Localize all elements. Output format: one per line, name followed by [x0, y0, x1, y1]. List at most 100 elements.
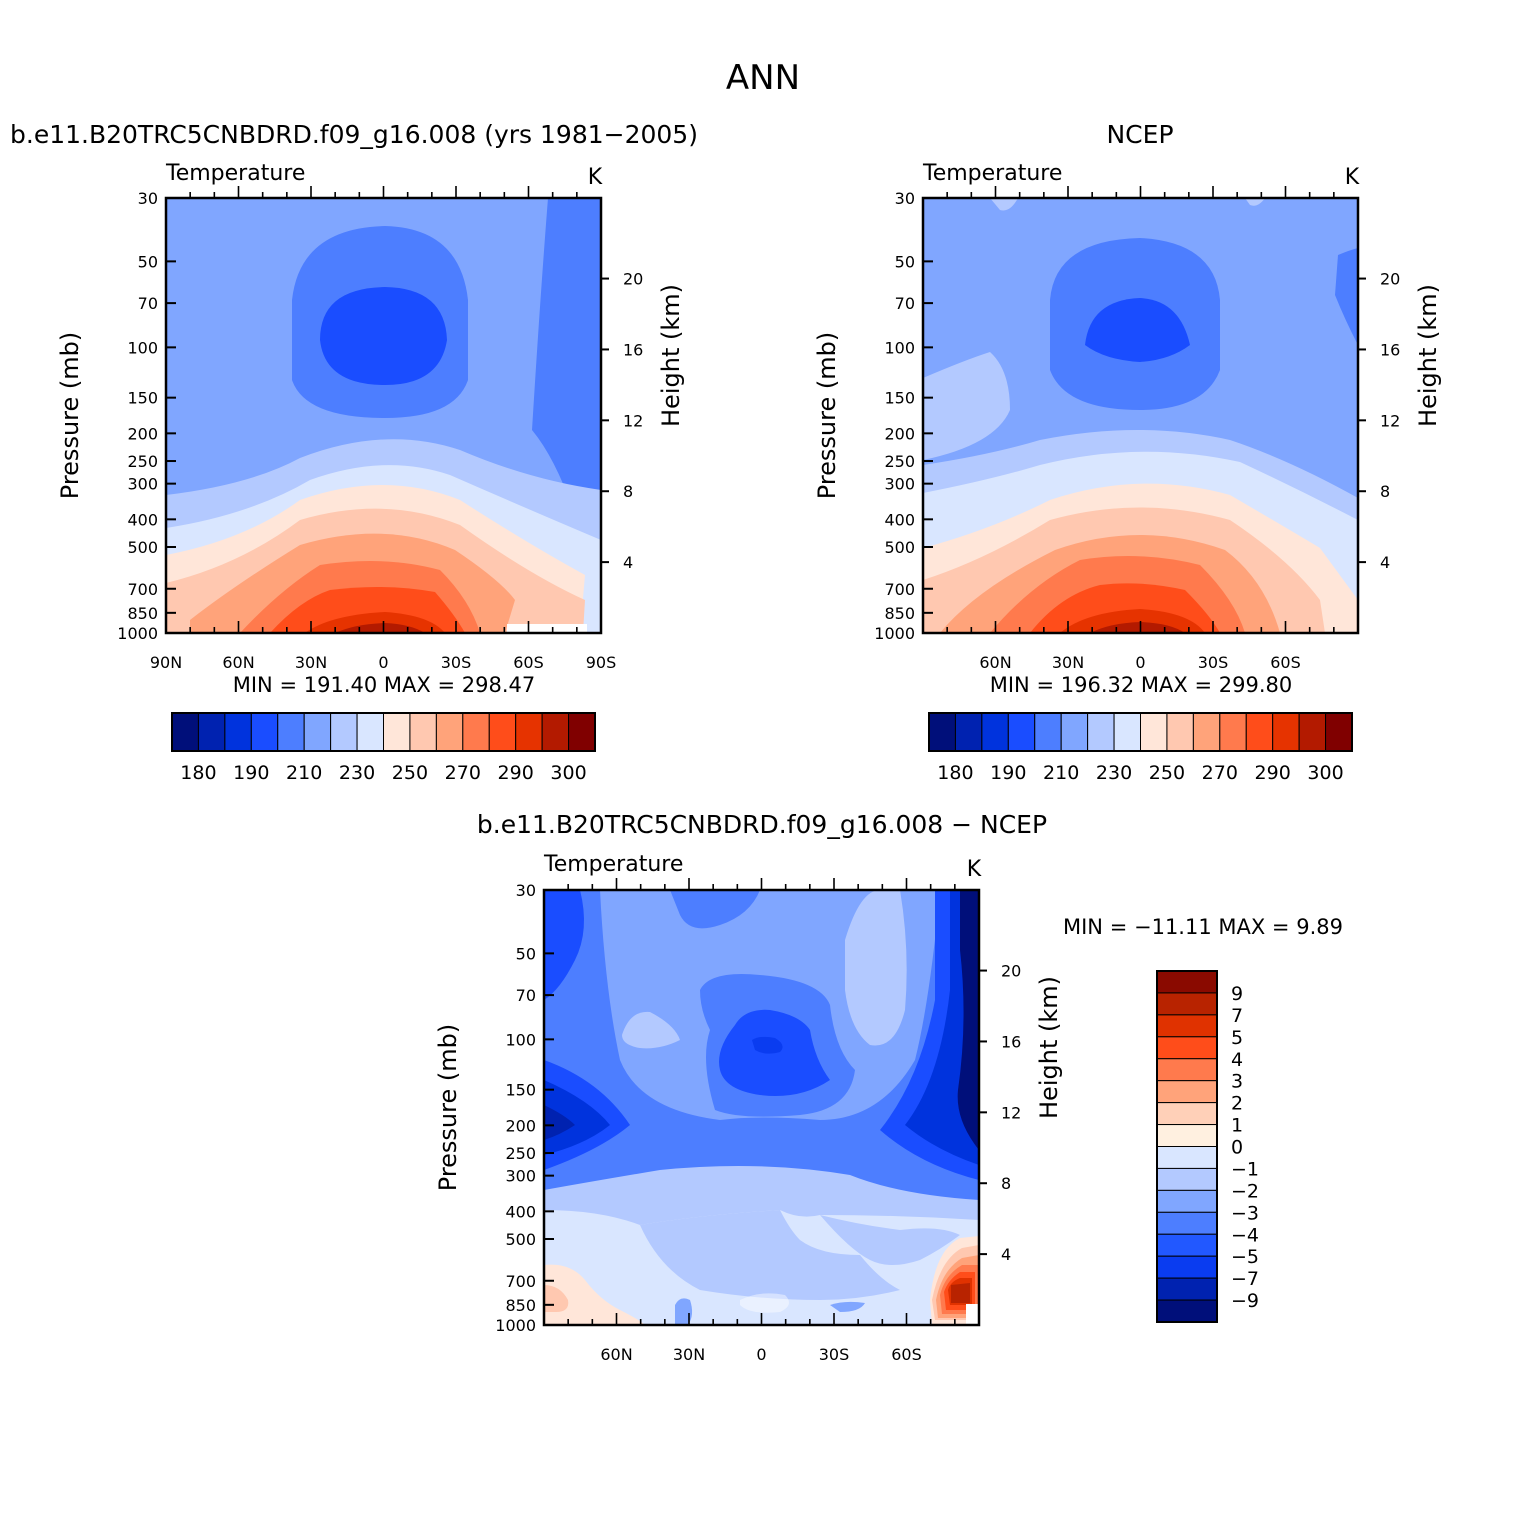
y-tick-label: 70: [516, 986, 536, 1005]
missing-data: [966, 1304, 979, 1325]
y-tick-label: 500: [127, 538, 158, 557]
y2-axis-title: Height (km): [657, 284, 685, 427]
colorbar-swatch: [1156, 1299, 1218, 1323]
colorbar-label: 250: [1149, 762, 1185, 784]
colorbar-label: 230: [339, 762, 375, 784]
contour-band: [544, 1105, 575, 1140]
panel-title: b.e11.B20TRC5CNBDRD.f09_g16.008 − NCEP: [477, 810, 1047, 839]
y-tick-label: 850: [505, 1296, 536, 1315]
y2-tick-label: 8: [1380, 482, 1390, 501]
y-tick-label: 200: [505, 1116, 536, 1135]
y2-tick-label: 4: [623, 553, 633, 572]
x-tick-label: 60N: [600, 1345, 632, 1364]
y-tick-label: 400: [884, 510, 915, 529]
units-label: K: [967, 857, 982, 882]
colorbar-label: −9: [1231, 1290, 1259, 1312]
contour-field: [923, 198, 1358, 633]
y-tick-label: 50: [895, 252, 915, 271]
y-tick-label: 400: [127, 510, 158, 529]
contour-band: [544, 1080, 610, 1155]
y-tick-label: 300: [884, 475, 915, 494]
colorbar-model: 180 190 210 230 250 270 290 300: [171, 712, 596, 784]
contour-band: [820, 1215, 960, 1265]
colorbar-label: 190: [990, 762, 1026, 784]
colorbar-label: 9: [1231, 983, 1243, 1005]
y-axis-title: Pressure (mb): [434, 1024, 462, 1191]
colorbar-label: 290: [1255, 762, 1291, 784]
colorbar-swatch: [462, 712, 490, 752]
colorbar-swatch: [1245, 712, 1274, 752]
colorbar-frame: [171, 712, 596, 752]
x-tick-label: 90N: [150, 653, 182, 672]
colorbar-swatch: [928, 712, 956, 752]
colorbar-swatch: [1156, 1036, 1218, 1060]
variable-label: Temperature: [922, 161, 1062, 186]
colorbar-swatch: [515, 712, 543, 752]
contour-band: [544, 1264, 645, 1325]
colorbar-label: 190: [233, 762, 269, 784]
colorbar-swatch: [1156, 1233, 1218, 1257]
colorbar-swatch: [330, 712, 358, 752]
missing-data: [507, 624, 587, 633]
y-tick-label: 70: [138, 294, 158, 313]
panel-model: b.e11.B20TRC5CNBDRD.f09_g16.008 (yrs 198…: [10, 120, 698, 784]
colorbar-swatch: [1007, 712, 1036, 752]
y-axis-title: Pressure (mb): [56, 332, 84, 499]
colorbar-swatch: [224, 712, 252, 752]
y-tick-label: 500: [505, 1230, 536, 1249]
y-tick-label: 100: [505, 1030, 536, 1049]
y-tick-label: 150: [505, 1081, 536, 1100]
min-max-label: MIN = −11.11 MAX = 9.89: [1063, 915, 1343, 939]
colorbar-swatch: [1156, 1124, 1218, 1147]
y-tick-label: 250: [505, 1144, 536, 1163]
y2-axis-title: Height (km): [1035, 976, 1063, 1119]
colorbar-swatch: [1156, 1167, 1218, 1191]
colorbar-label: 2: [1231, 1093, 1243, 1115]
contour-band: [640, 1210, 900, 1300]
contour-field: [544, 890, 979, 1325]
y2-axis-title: Height (km): [1414, 284, 1442, 427]
colorbar-swatch: [954, 712, 983, 752]
colorbar-swatch: [1219, 712, 1247, 752]
contour-band: [957, 890, 979, 1150]
colorbar-swatch: [277, 712, 305, 752]
colorbar-label: 180: [180, 762, 216, 784]
y-tick-label: 50: [138, 252, 158, 271]
panel-diff: b.e11.B20TRC5CNBDRD.f09_g16.008 − NCEP T…: [434, 810, 1343, 1364]
min-max-label: MIN = 191.40 MAX = 298.47: [233, 673, 535, 697]
y-tick-label: 700: [127, 580, 158, 599]
y2-tick-label: 4: [1380, 553, 1390, 572]
colorbar-swatch: [171, 712, 199, 752]
x-tick-label: 60S: [891, 1345, 922, 1364]
y2-tick-label: 16: [623, 340, 643, 359]
contour-band: [320, 287, 447, 385]
y2-tick-label: 12: [623, 411, 643, 430]
x-tick-label: 0: [756, 1345, 766, 1364]
colorbar-swatch: [1156, 970, 1218, 994]
y2-tick-label: 16: [1001, 1032, 1021, 1051]
contour-band: [740, 1293, 789, 1313]
y-tick-label: 300: [127, 475, 158, 494]
panel-title: b.e11.B20TRC5CNBDRD.f09_g16.008 (yrs 198…: [10, 120, 698, 149]
y-tick-label: 700: [505, 1272, 536, 1291]
y-tick-label: 100: [127, 338, 158, 357]
colorbar-label: 230: [1096, 762, 1132, 784]
x-tick-label: 60N: [222, 653, 254, 672]
colorbar-swatch: [1272, 712, 1300, 752]
colorbar-swatch: [1156, 1277, 1218, 1301]
y-tick-label: 100: [884, 338, 915, 357]
y-tick-label: 700: [884, 580, 915, 599]
y-tick-label: 200: [127, 424, 158, 443]
units-label: K: [588, 165, 603, 190]
y-tick-label: 250: [127, 452, 158, 471]
units-label: K: [1345, 165, 1360, 190]
y-tick-label: 70: [895, 294, 915, 313]
colorbar-swatch: [981, 712, 1009, 752]
y2-tick-label: 20: [623, 270, 643, 289]
colorbar-frame: [928, 712, 1353, 752]
y-tick-label: 850: [884, 604, 915, 623]
contour-band: [1245, 198, 1265, 206]
colorbar-swatch: [356, 712, 384, 752]
